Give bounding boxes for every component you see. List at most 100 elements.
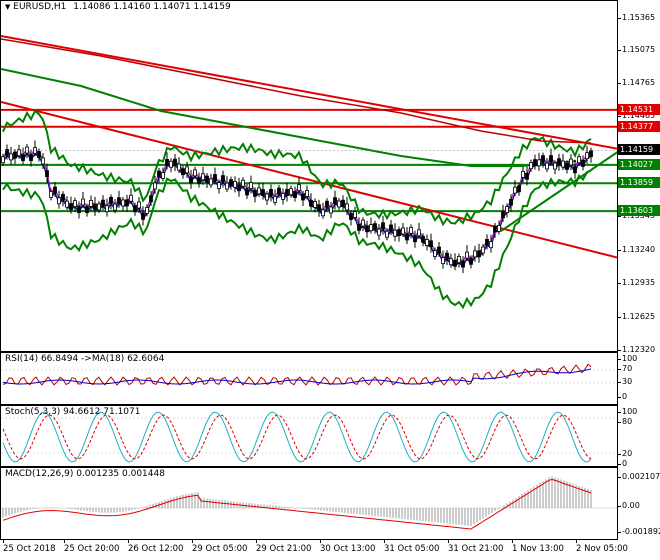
candle-body	[81, 198, 85, 206]
macd-panel[interactable]: MACD(12,26,9) 0.001235 0.001448	[0, 467, 618, 540]
candle-body	[117, 197, 121, 205]
candle-body	[225, 182, 229, 190]
candle-body	[233, 180, 237, 188]
candle-body	[585, 152, 589, 160]
candle-body	[285, 189, 289, 196]
time-axis-label: 31 Oct 21:00	[448, 540, 504, 554]
candle-body	[489, 241, 493, 249]
stoch-title: Stoch(5,3,3) 94.6612 71.1071	[5, 407, 141, 417]
axis-tick-label: 0	[617, 392, 628, 401]
candle-body	[193, 169, 197, 177]
candle-body	[137, 201, 141, 209]
candle-body	[357, 224, 361, 231]
candle-body	[113, 203, 117, 211]
rsi-panel[interactable]: RSI(14) 66.8494 ->MA(18) 62.6064	[0, 352, 618, 405]
candle-body	[165, 158, 169, 166]
candle-body	[565, 163, 569, 170]
candle-body	[205, 175, 209, 183]
candle-body	[437, 246, 441, 254]
candle-body	[185, 166, 189, 174]
candle-body	[53, 186, 57, 194]
candle-body	[573, 166, 577, 174]
time-axis-label: 2 Nov 05:00	[576, 540, 628, 554]
candle-body	[237, 184, 241, 192]
chart-header: ▼ EURUSD,H1 1.14086 1.14160 1.14071 1.14…	[5, 2, 231, 12]
price-tick-label: 1.12625	[617, 311, 656, 321]
candle-body	[493, 225, 497, 233]
candle-body	[497, 225, 501, 232]
candle-body	[313, 201, 317, 208]
candle-body	[209, 178, 213, 186]
candle-body	[93, 203, 97, 211]
candle-body	[213, 174, 217, 181]
axis-tick-label: -0.001892	[617, 527, 660, 537]
candle-body	[125, 199, 129, 207]
candle-body	[353, 211, 357, 219]
time-axis-label: 30 Oct 13:00	[320, 540, 376, 554]
candle-body	[337, 200, 341, 208]
candle-body	[533, 159, 537, 166]
price-tick-label: 1.14465	[617, 111, 656, 121]
bollinger-lower	[2, 169, 592, 310]
candle-body	[5, 149, 9, 156]
candle-body	[557, 158, 561, 166]
price-axis: 1.153651.150751.147651.144651.141651.138…	[617, 0, 660, 354]
candle-body	[257, 187, 261, 195]
macd-signal-line	[2, 478, 592, 530]
candle-body	[129, 194, 133, 202]
candle-body	[25, 146, 29, 154]
candle-body	[445, 252, 449, 260]
candle-body	[21, 154, 25, 162]
candle-body	[309, 199, 313, 207]
candle-body	[177, 163, 181, 171]
ohlc-values: 1.14086 1.14160 1.14071 1.14159	[73, 2, 231, 12]
candle-body	[317, 204, 321, 212]
stoch-plot	[1, 411, 617, 463]
candle-body	[145, 207, 149, 214]
candle-body	[421, 235, 425, 243]
candle-body	[509, 198, 513, 206]
long-ma-green	[1, 68, 577, 167]
candle-body	[481, 246, 485, 254]
candle-body	[381, 222, 385, 230]
ma-blue	[2, 152, 592, 269]
candle-body	[273, 195, 277, 203]
candle-body	[253, 189, 257, 197]
price-level-label: 1.14377	[618, 120, 660, 132]
axis-tick-label: 0	[617, 459, 628, 468]
candle-body	[465, 251, 469, 259]
time-axis-label: 29 Oct 05:00	[192, 540, 248, 554]
dropdown-triangle-icon[interactable]: ▼	[5, 3, 11, 11]
rsi-plot	[1, 363, 617, 386]
candle-body	[157, 170, 161, 178]
price-chart-panel[interactable]: ▼ EURUSD,H1 1.14086 1.14160 1.14071 1.14…	[0, 0, 618, 352]
candle-body	[281, 193, 285, 200]
macd-axis: 0.002107 0.00 -0.001892	[617, 467, 660, 540]
candle-body	[229, 179, 233, 187]
candle-body	[161, 172, 165, 179]
candle-body	[293, 191, 297, 198]
candle-body	[345, 203, 349, 211]
candle-body	[341, 199, 345, 207]
candle-body	[397, 229, 401, 236]
candle-body	[169, 160, 173, 168]
candle-body	[1, 156, 5, 164]
candle-body	[17, 149, 21, 157]
axis-tick-label: 80	[617, 417, 633, 426]
candle-body	[329, 206, 333, 214]
candle-body	[297, 184, 301, 192]
candle-body	[65, 200, 69, 208]
axis-tick-label: 0.002107	[617, 472, 660, 481]
stochastic-panel[interactable]: Stoch(5,3,3) 94.6612 71.1071	[0, 405, 618, 467]
macd-plot	[1, 476, 617, 530]
axis-tick-label: 30	[617, 377, 633, 386]
candle-body	[413, 235, 417, 243]
price-level-label: 1.14027	[618, 158, 660, 170]
upper-trend-line	[1, 35, 617, 150]
candle-body	[89, 200, 93, 207]
candle-body	[477, 250, 481, 258]
candle-body	[197, 177, 201, 185]
rsi-axis: 100 70 30 0	[617, 352, 660, 405]
candle-body	[325, 200, 329, 208]
candle-body	[149, 195, 153, 203]
